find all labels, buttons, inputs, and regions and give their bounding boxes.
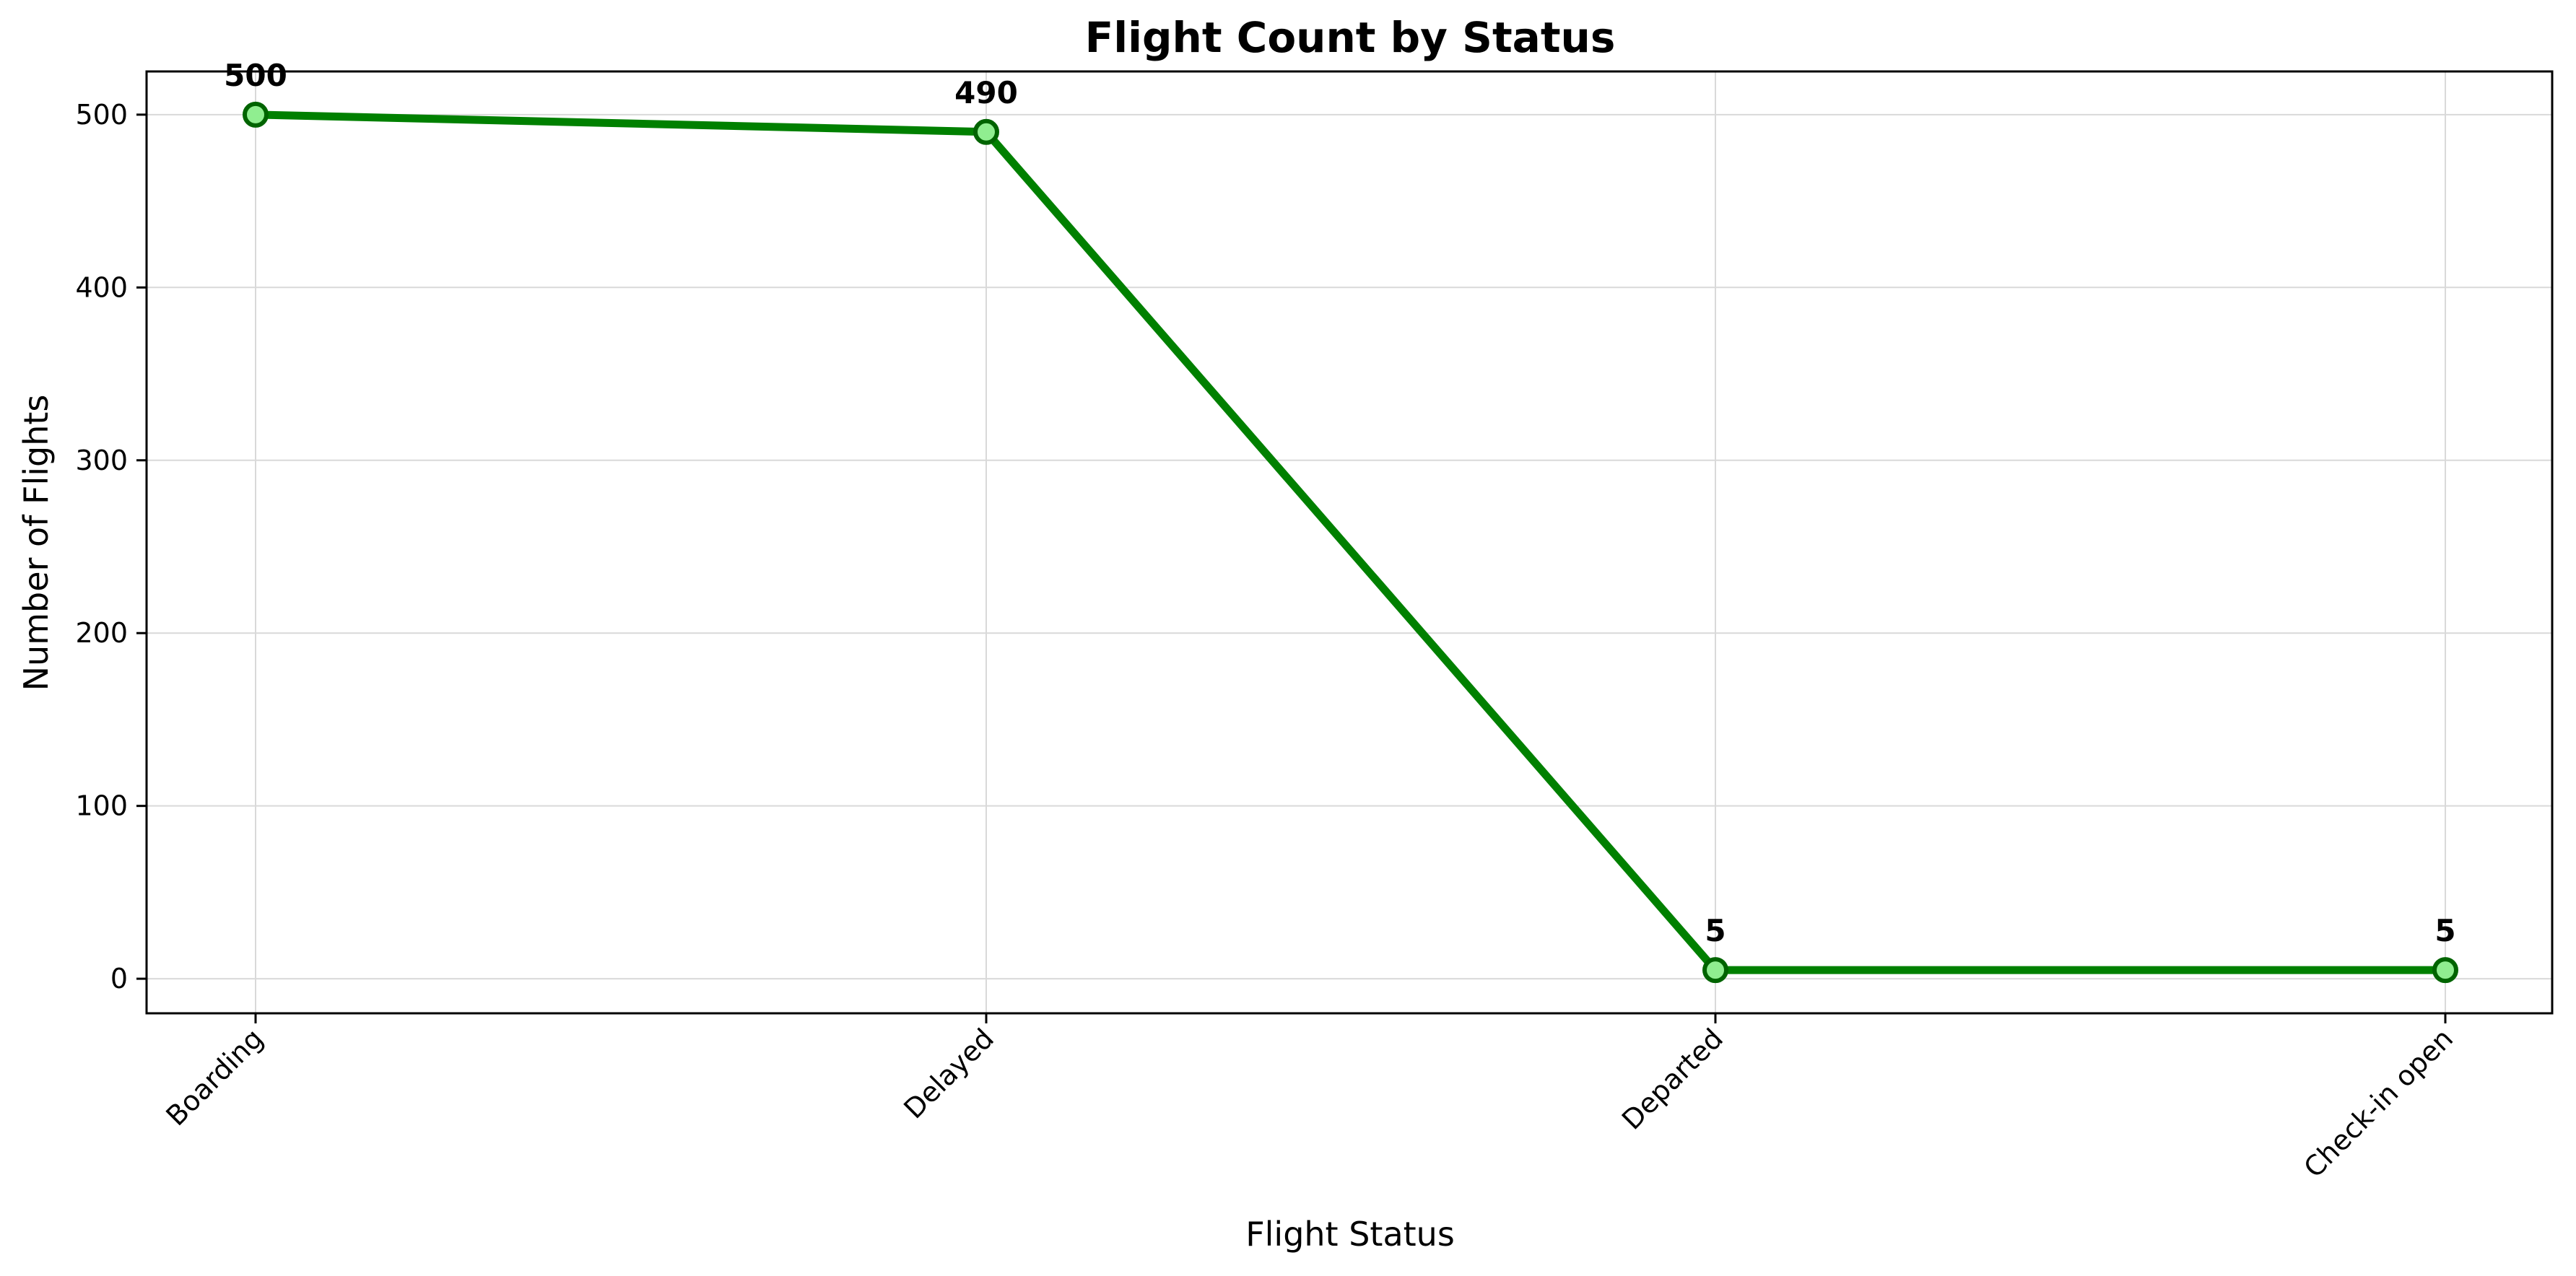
series-line — [251, 110, 2450, 974]
axis-ticks: 0 100 200 300 400 500 Boarding Delayed Departed C… — [75, 99, 2459, 1184]
y-tick-label: 300 — [75, 445, 128, 476]
y-tick-label: 0 — [110, 963, 128, 995]
grid-lines — [147, 71, 2552, 1013]
y-tick-label: 400 — [75, 271, 128, 303]
data-labels: 500 490 5 5 — [224, 58, 2455, 948]
series-layer — [243, 101, 2458, 984]
x-tick-label-boarding: Boarding — [160, 1023, 269, 1132]
data-point — [1702, 957, 1728, 984]
data-point — [973, 118, 999, 145]
x-tick-label-check-in-open: Check-in open — [2298, 1023, 2460, 1184]
x-tick-label-delayed: Delayed — [897, 1023, 1000, 1125]
y-tick-label: 500 — [75, 99, 128, 131]
chart-title: Flight Count by Status — [1085, 13, 1616, 62]
y-tick-label: 200 — [75, 617, 128, 649]
data-label: 490 — [954, 75, 1018, 110]
data-point — [2432, 957, 2458, 984]
data-label: 5 — [1705, 913, 1726, 948]
data-point — [243, 101, 269, 128]
plot-frame — [145, 70, 2554, 1015]
x-axis-label: Flight Status — [1245, 1215, 1455, 1254]
data-label: 500 — [224, 58, 287, 93]
y-tick-label: 100 — [75, 790, 128, 822]
x-tick-label-departed: Departed — [1616, 1023, 1729, 1136]
y-axis-label: Number of Flights — [17, 395, 56, 691]
data-label: 5 — [2434, 913, 2455, 948]
